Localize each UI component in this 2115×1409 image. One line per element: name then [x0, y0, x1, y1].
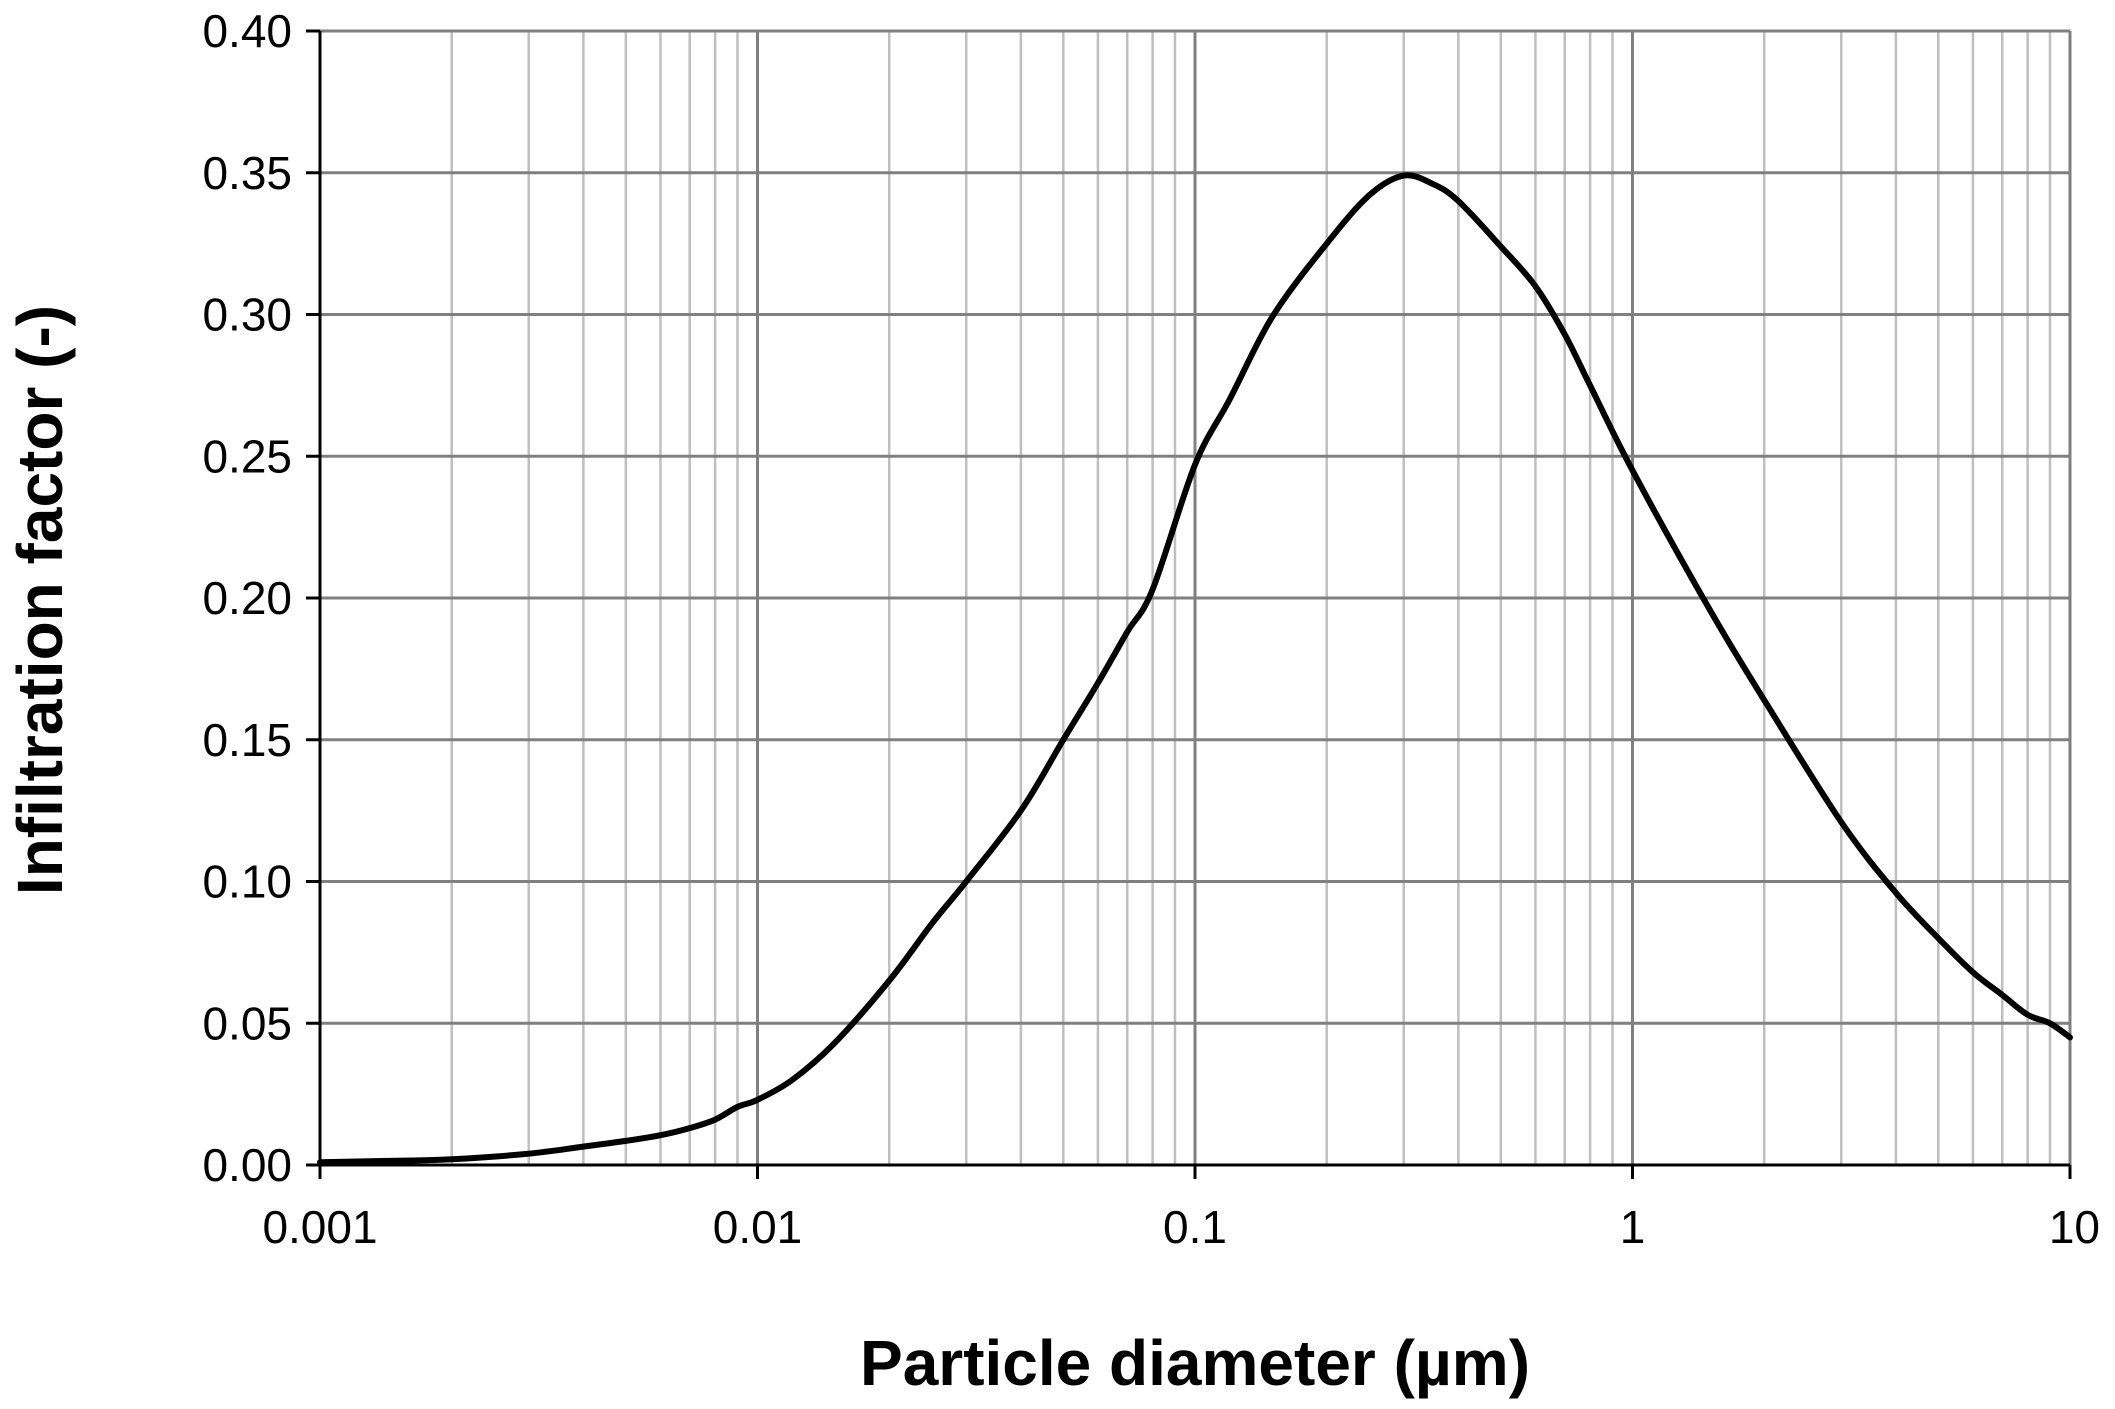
grid-lines [318, 29, 2072, 1167]
y-tick-label: 0.35 [202, 147, 292, 199]
y-tick-label: 0.30 [202, 289, 292, 341]
series-line [317, 172, 2073, 1166]
y-tick-label: 0.40 [202, 5, 292, 57]
x-tick-label: 0.1 [1163, 1201, 1227, 1253]
axes [306, 29, 2072, 1179]
x-axis-title: Particle diameter (µm) [860, 1327, 1530, 1399]
y-axis-title: Infiltration factor (-) [4, 305, 76, 895]
x-tick-label: 1 [1620, 1201, 1646, 1253]
tick-labels: 0.00 0.05 0.10 0.15 0.20 0.25 0.30 0.35 0.40 0.00… [202, 5, 2100, 1253]
y-tick-label: 0.15 [202, 714, 292, 766]
y-tick-label: 0.00 [202, 1139, 292, 1191]
y-tick-label: 0.05 [202, 997, 292, 1049]
y-tick-label: 0.25 [202, 430, 292, 482]
y-tick-label: 0.20 [202, 572, 292, 624]
x-tick-label: 10 [2049, 1201, 2100, 1253]
y-tick-label: 0.10 [202, 856, 292, 908]
x-tick-label: 0.001 [262, 1201, 377, 1253]
x-tick-label: 0.01 [713, 1201, 803, 1253]
